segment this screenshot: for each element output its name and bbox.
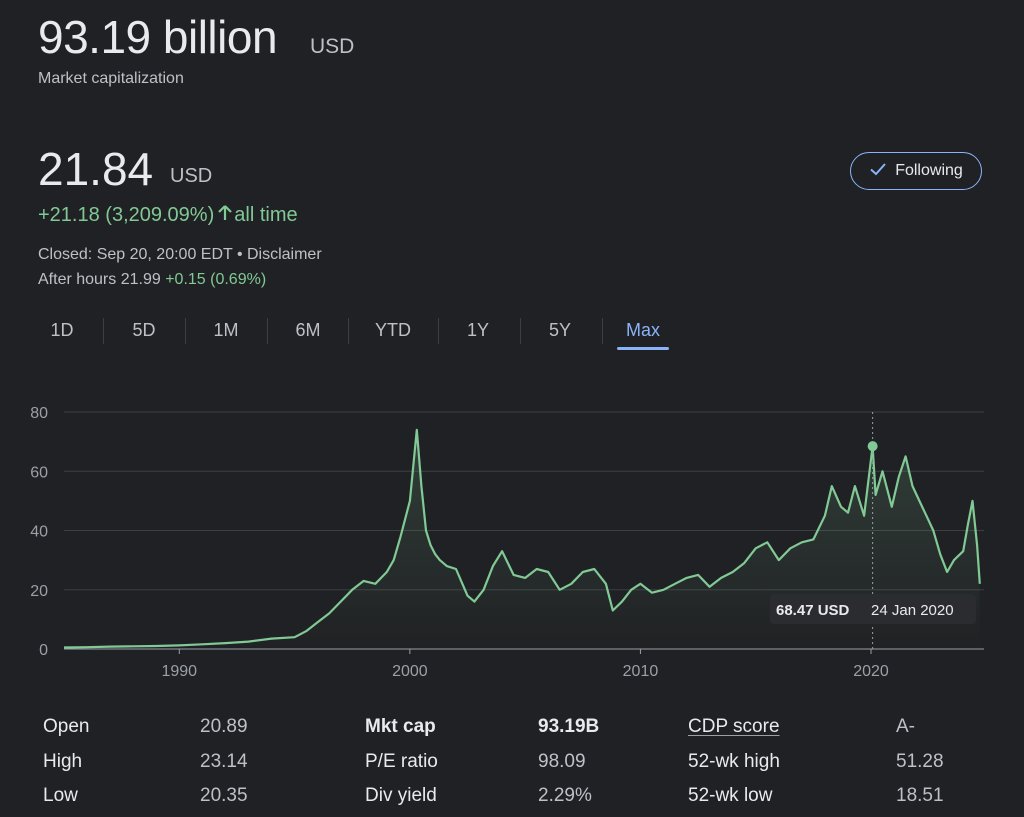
stat-high-value: 23.14	[200, 751, 248, 772]
price-change-period: all time	[234, 204, 298, 226]
market-cap-label: Market capitalization	[38, 70, 184, 87]
price-area	[64, 429, 980, 649]
tab-ytd[interactable]: YTD	[375, 320, 411, 340]
tooltip-date: 24 Jan 2020	[871, 602, 954, 619]
range-tabs: 1D 5D 1M 6M YTD 1Y 5Y Max	[26, 314, 706, 354]
x-tick-label: 2010	[623, 663, 659, 680]
stat-52wk-high-value: 51.28	[896, 751, 944, 772]
tooltip-value: 68.47 USD	[776, 602, 850, 619]
price-line	[63, 428, 981, 649]
tab-1y[interactable]: 1Y	[466, 320, 490, 340]
stat-high-label: High	[43, 751, 83, 772]
stat-52wk-high-label: 52-wk high	[688, 751, 780, 772]
price-currency: USD	[170, 165, 213, 187]
stat-cdp-label[interactable]: CDP score	[688, 716, 780, 737]
closed-info: Closed: Sep 20, 20:00 EDT • Disclaimer	[38, 246, 322, 263]
stat-52wk-low-value: 18.51	[896, 785, 944, 806]
tab-5y[interactable]: 5Y	[548, 320, 572, 340]
tab-5d[interactable]: 5D	[132, 320, 156, 340]
active-tab-indicator	[617, 347, 669, 350]
stat-open-value: 20.89	[200, 716, 248, 737]
tab-max[interactable]: Max	[625, 320, 660, 340]
tooltip-box	[770, 594, 976, 624]
y-tick-label: 20	[30, 583, 48, 600]
hover-point	[867, 441, 878, 452]
stat-pe-label: P/E ratio	[365, 751, 438, 772]
x-tick-label: 2000	[392, 663, 428, 680]
stat-cdp-value: A-	[896, 716, 915, 737]
current-price: 21.84	[38, 143, 154, 195]
y-tick-label: 60	[30, 464, 48, 481]
y-tick-label: 80	[30, 405, 48, 422]
x-tick-label: 1990	[161, 663, 197, 680]
tab-1m[interactable]: 1M	[213, 320, 239, 340]
stat-div-label: Div yield	[365, 785, 437, 806]
market-cap-value: 93.19 billion	[38, 11, 278, 63]
stat-mktcap-label: Mkt cap	[365, 716, 436, 737]
market-cap-currency: USD	[310, 35, 355, 58]
y-tick-label: 40	[30, 524, 48, 541]
stat-open-label: Open	[43, 716, 90, 737]
after-hours-change: +0.15 (0.69%)	[165, 271, 267, 288]
stat-mktcap-value: 93.19B	[538, 716, 600, 737]
stat-div-value: 2.29%	[538, 785, 592, 806]
tab-1d[interactable]: 1D	[50, 320, 74, 340]
price-change-value: +21.18 (3,209.09%)	[38, 204, 215, 226]
price-chart[interactable]: 0 20 40 60 80 1990 2000 2010 2020 68.47 USD 24 Jan…	[0, 395, 1024, 695]
arrow-up-icon	[218, 204, 233, 227]
after-hours: After hours 21.99 +0.15 (0.69%)	[38, 271, 266, 289]
stat-low-value: 20.35	[200, 785, 248, 806]
following-button[interactable]: Following	[850, 152, 982, 190]
x-tick-label: 2020	[853, 663, 889, 680]
price-change: +21.18 (3,209.09%) all time	[38, 204, 298, 227]
y-tick-label: 0	[39, 642, 48, 659]
stat-low-label: Low	[43, 785, 78, 806]
tab-6m[interactable]: 6M	[295, 320, 321, 340]
stat-pe-value: 98.09	[538, 751, 586, 772]
stat-52wk-low-label: 52-wk low	[688, 785, 773, 806]
after-hours-price: After hours 21.99	[38, 271, 161, 288]
stats-table: Open 20.89 High 23.14 Low 20.35 Mkt cap …	[0, 710, 1024, 810]
check-icon	[869, 160, 887, 183]
following-label: Following	[895, 162, 963, 179]
